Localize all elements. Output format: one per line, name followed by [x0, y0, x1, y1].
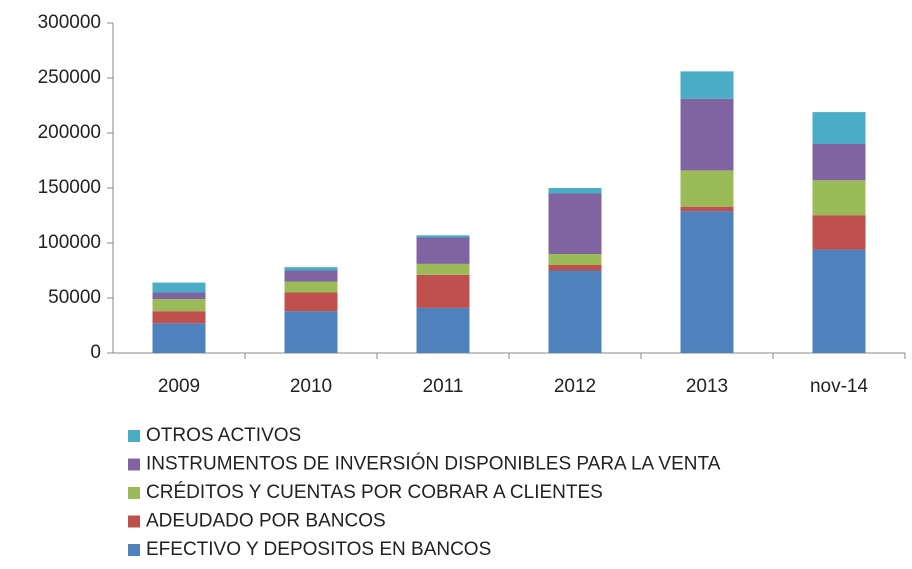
bar-segment — [284, 267, 338, 271]
bar-segment — [812, 144, 866, 181]
bar-segment — [416, 237, 470, 264]
x-tick-label: 2012 — [554, 376, 596, 397]
bar-segment — [284, 292, 338, 312]
legend-label: ADEUDADO POR BANCOS — [146, 511, 386, 532]
legend-swatch — [128, 487, 140, 499]
x-tick-label: nov-14 — [810, 376, 869, 397]
y-tick-label: 300000 — [38, 12, 101, 33]
x-tick-label: 2011 — [423, 376, 464, 397]
bar-segment — [548, 193, 602, 254]
legend-label: OTROS ACTIVOS — [146, 425, 301, 446]
bar-segment — [152, 292, 206, 300]
bar-segment — [680, 71, 734, 99]
bar-segment — [812, 249, 866, 353]
bar-segment — [152, 323, 206, 353]
y-tick-label: 100000 — [38, 232, 101, 253]
bar-segment — [416, 235, 470, 238]
x-tick-label: 2009 — [158, 376, 200, 397]
y-tick-label: 0 — [90, 342, 101, 363]
legend-swatch — [128, 515, 140, 528]
bar-segment — [284, 281, 338, 293]
bar-segment — [416, 307, 470, 353]
bar-segment — [284, 311, 338, 353]
bar-segment — [680, 211, 734, 353]
bar-segment — [548, 188, 602, 194]
legend-label: CRÉDITOS Y CUENTAS POR COBRAR A CLIENTES — [146, 482, 603, 503]
y-tick-label: 250000 — [38, 67, 101, 88]
bar-segment — [416, 274, 470, 308]
bar-segment — [812, 215, 866, 250]
legend-label: INSTRUMENTOS DE INVERSIÓN DISPONIBLES PA… — [146, 453, 721, 475]
legend-swatch — [128, 458, 140, 471]
x-tick-label: 2010 — [290, 376, 332, 397]
bar-segment — [152, 299, 206, 312]
legend-label: EFECTIVO Y DEPOSITOS EN BANCOS — [146, 539, 491, 560]
y-tick-label: 200000 — [38, 122, 101, 143]
bar-segment — [152, 311, 206, 324]
bar-segment — [548, 270, 602, 353]
x-tick-label: 2013 — [686, 376, 728, 397]
legend-swatch — [128, 430, 140, 442]
bar-segment — [812, 112, 866, 144]
bar-segment — [416, 263, 470, 275]
y-tick-label: 50000 — [48, 287, 101, 308]
bar-segment — [680, 206, 734, 212]
bar-segment — [680, 170, 734, 207]
bar-segment — [152, 282, 206, 293]
bar-segment — [548, 265, 602, 271]
y-tick-label: 150000 — [38, 177, 101, 198]
bar-segment — [284, 270, 338, 282]
legend-swatch — [128, 544, 140, 556]
bar-segment — [680, 98, 734, 171]
bar-segment — [548, 254, 602, 265]
bar-segment — [812, 180, 866, 216]
